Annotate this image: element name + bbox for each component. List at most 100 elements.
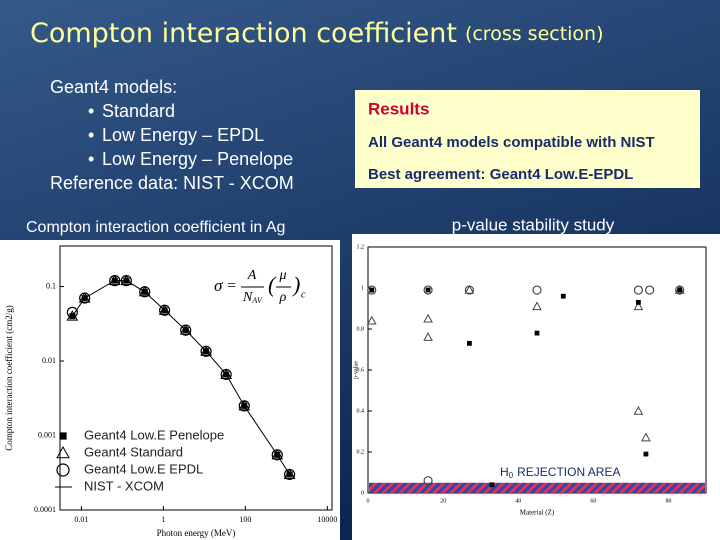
bullet: • <box>88 149 94 169</box>
marker-circle <box>283 468 296 481</box>
marker-triangle <box>464 285 475 294</box>
marker-circle <box>645 285 655 295</box>
marker-triangle <box>66 310 79 321</box>
title-main: Compton interaction coefficient <box>30 18 457 49</box>
legend-label: Geant4 Standard <box>84 444 183 459</box>
y-tick-label: 0.6 <box>357 367 365 373</box>
formula: σ <box>214 276 223 295</box>
marker-triangle <box>78 292 91 303</box>
marker-circle <box>56 463 70 477</box>
x-axis-label: Photon energy (MeV) <box>157 528 236 538</box>
marker-triangle <box>423 332 433 341</box>
results-line: All Geant4 models compatible with NIST <box>368 134 655 151</box>
marker-triangle <box>56 445 70 459</box>
title-sub: (cross section) <box>465 23 604 45</box>
marker-circle <box>423 285 433 295</box>
x-tick-label: 100 <box>239 515 251 524</box>
marker-triangle <box>283 468 296 479</box>
label-main: H <box>500 465 509 479</box>
marker-square <box>534 330 540 336</box>
x-tick-label: 1 <box>161 515 165 524</box>
y-tick-label: 0 <box>361 490 364 496</box>
marker-circle <box>200 345 212 357</box>
x-tick-label: 60 <box>590 498 596 504</box>
marker-square <box>636 299 641 305</box>
marker-square <box>425 287 431 293</box>
y-axis-label: Compton interaction coefficient (cm2/g) <box>4 305 14 451</box>
marker-triangle <box>423 313 433 323</box>
y-tick-label: 0.0001 <box>34 505 56 514</box>
formula: = <box>226 278 237 295</box>
label-sub: 0 <box>509 471 514 480</box>
y-tick-label: 0.8 <box>357 326 365 332</box>
marker-square <box>59 432 67 440</box>
marker-triangle <box>138 285 151 297</box>
plot-frame <box>59 245 333 511</box>
x-tick-label: 0.01 <box>74 515 88 524</box>
marker-triangle <box>238 399 251 411</box>
marker-triangle <box>179 324 192 335</box>
model: Low Energy – Penelope <box>102 149 293 169</box>
marker-triangle <box>633 405 644 415</box>
marker-triangle <box>532 301 542 311</box>
x-axis-label: Material (Z) <box>520 509 555 517</box>
marker-triangle <box>271 448 284 460</box>
slide-title: Compton interaction coefficient (cross se… <box>30 18 604 49</box>
marker-circle <box>66 306 78 318</box>
y-tick-label: 0.2 <box>357 449 365 455</box>
y-tick-label: 0.01 <box>42 356 56 365</box>
rejection-area <box>369 482 705 493</box>
model: Standard <box>102 101 175 121</box>
x-tick-label: 20 <box>440 498 446 504</box>
results-line: Best agreement: Geant4 Low.E-EPDL <box>368 166 633 183</box>
y-axis-label: p-value <box>353 361 359 379</box>
chart-panel <box>0 240 340 540</box>
x-tick-label: 80 <box>665 498 671 504</box>
marker-circle <box>532 285 542 295</box>
marker-circle <box>271 449 283 461</box>
y-tick-label: 0.1 <box>46 281 56 290</box>
y-tick-label: 1.2 <box>357 244 365 250</box>
bullet: • <box>88 125 94 145</box>
reference: Reference data: NIST - XCOM <box>50 173 294 193</box>
models-heading: Geant4 models: <box>50 77 177 97</box>
results-box <box>355 90 700 188</box>
x-tick-label: 10000 <box>317 515 337 524</box>
marker-circle <box>180 324 192 336</box>
marker-square <box>369 287 375 293</box>
marker-triangle <box>366 315 377 325</box>
formula: ρ <box>279 290 287 305</box>
formula: μ <box>278 268 286 283</box>
formula: c <box>301 289 306 300</box>
rejection-label: H0 REJECTION AREA <box>500 465 620 480</box>
marker-triangle <box>220 368 233 379</box>
legend-label: Geant4 Low.E Penelope <box>84 427 224 442</box>
marker-square <box>643 451 649 457</box>
legend-label: Geant4 Low.E EPDL <box>84 461 203 476</box>
marker-circle <box>633 285 644 295</box>
bullet: • <box>88 101 94 121</box>
formula: ( <box>268 272 277 297</box>
x-tick-label: 40 <box>515 498 521 504</box>
chart-panel <box>352 234 720 540</box>
marker-square <box>677 287 683 293</box>
results-title: Results <box>368 99 429 118</box>
y-tick-label: 0.001 <box>38 430 56 439</box>
marker-triangle <box>641 432 651 442</box>
marker-triangle <box>633 301 644 311</box>
formula: A <box>247 268 257 283</box>
x-tick-label: 0 <box>367 498 370 504</box>
chart-title: p-value stability study <box>452 215 615 234</box>
marker-triangle <box>200 345 212 356</box>
marker-square <box>467 340 472 346</box>
y-tick-label: 1 <box>361 285 364 291</box>
model: Low Energy – EPDL <box>102 125 264 145</box>
legend-label: NIST - XCOM <box>84 478 164 493</box>
marker-circle <box>79 292 91 304</box>
series-line <box>71 280 291 475</box>
marker-circle <box>238 400 250 412</box>
formula: N <box>242 290 253 305</box>
marker-circle <box>159 304 171 316</box>
